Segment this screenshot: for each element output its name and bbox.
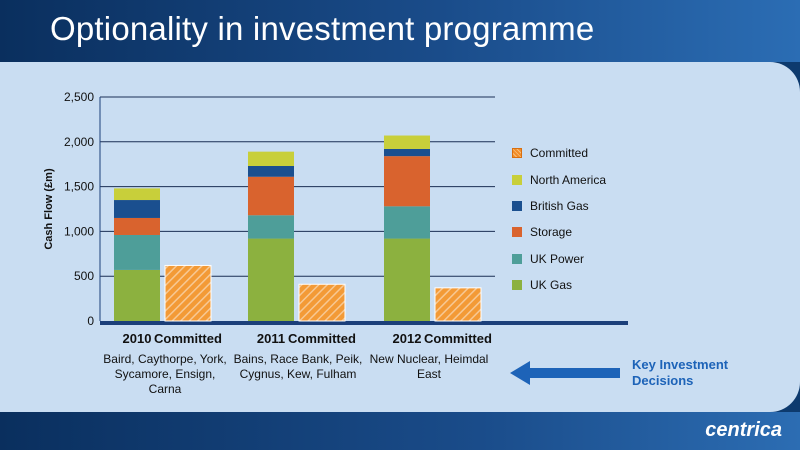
y-tick-label: 2,000	[64, 135, 94, 149]
x-axis	[100, 321, 628, 325]
bar-segment-storage	[384, 156, 430, 207]
bar-segment-uk-gas	[114, 269, 160, 321]
bar-segment-committed	[164, 264, 212, 322]
slide-title: Optionality in investment programme	[50, 10, 595, 47]
bar-segment-committed	[434, 287, 482, 322]
centrica-logo: centrica	[705, 419, 782, 441]
x-category-label: 2010	[123, 331, 152, 346]
x-category-label: Committed	[288, 331, 356, 346]
bar-segment-north-america	[384, 135, 430, 149]
x-category-label: 2011	[257, 331, 285, 346]
bar-segment-storage	[114, 217, 160, 235]
legend-item: British Gas	[512, 193, 662, 219]
key-investment-decisions-label: Key Investment Decisions	[632, 357, 729, 388]
bar-segment-uk-gas	[248, 238, 294, 321]
legend-label: UK Gas	[530, 278, 573, 293]
caption-2012: New Nuclear, Heimdal East	[369, 352, 489, 381]
bar-segment-storage	[248, 176, 294, 216]
x-category-label: 2012	[393, 331, 422, 346]
legend-item: Storage	[512, 219, 662, 245]
x-category-label: Committed	[154, 331, 222, 346]
y-tick-label: 1,500	[64, 180, 94, 194]
title-bar: Optionality in investment programme	[0, 0, 800, 62]
bar-segment-british-gas	[384, 148, 430, 157]
x-category-label: Committed	[424, 331, 492, 346]
legend-label: British Gas	[530, 198, 589, 213]
arrow-left-icon	[510, 361, 620, 385]
y-tick-label: 1,000	[64, 224, 94, 238]
legend-item: North America	[512, 166, 662, 192]
legend-label: North America	[530, 172, 607, 187]
bar-segment-uk-power	[384, 206, 430, 239]
legend-label: Committed	[530, 146, 589, 161]
legend-swatch	[512, 174, 522, 185]
caption-2010: Baird, Caythorpe, York, Sycamore, Ensign…	[103, 352, 227, 396]
bar-segment-british-gas	[114, 200, 160, 218]
legend-swatch	[512, 227, 522, 238]
legend-label: UK Power	[530, 251, 585, 266]
y-tick-label: 0	[87, 314, 94, 328]
legend-swatch	[512, 280, 522, 291]
bar-segment-british-gas	[248, 165, 294, 177]
caption-2011: Bains, Race Bank, Peik, Cygnus, Kew, Ful…	[233, 352, 363, 381]
y-tick-label: 2,500	[64, 90, 94, 104]
bar-segment-uk-power	[114, 234, 160, 270]
legend-swatch	[512, 253, 522, 264]
chart-legend: Committed North America British Gas Storage…	[512, 140, 662, 298]
bar-segment-north-america	[248, 151, 294, 166]
legend-item: UK Gas	[512, 272, 662, 298]
footer-bar	[0, 412, 800, 450]
bar-segment-north-america	[114, 188, 160, 201]
y-axis-title: Cash Flow (£m)	[43, 168, 55, 250]
legend-label: Storage	[530, 225, 573, 240]
legend-swatch	[512, 148, 522, 159]
bar-segment-uk-gas	[384, 238, 430, 321]
legend-swatch	[512, 200, 522, 211]
y-tick-label: 500	[74, 269, 94, 283]
legend-item: UK Power	[512, 246, 662, 272]
legend-item: Committed	[512, 140, 662, 166]
bar-segment-uk-power	[248, 215, 294, 239]
bar-segment-committed	[298, 283, 346, 322]
